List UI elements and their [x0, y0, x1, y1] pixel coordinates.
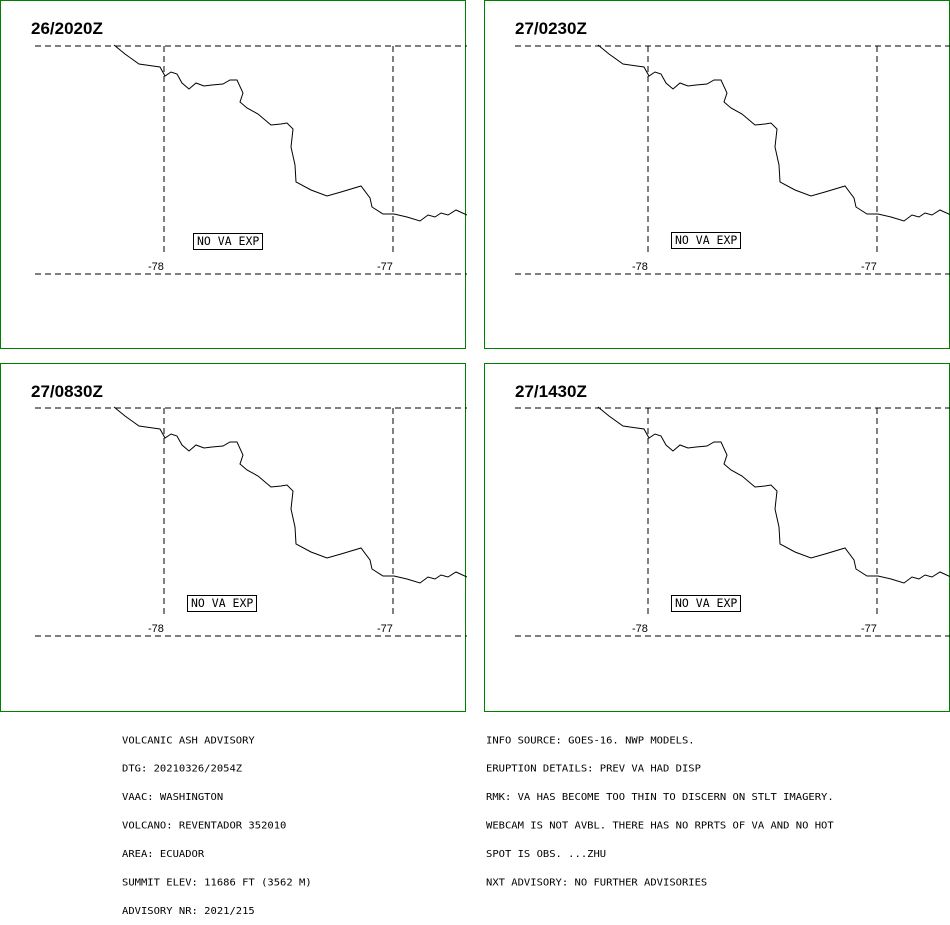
panel-note-1: NO VA EXP: [193, 233, 264, 250]
panel-note-4: NO VA EXP: [671, 595, 742, 612]
lon-label-78: -78: [632, 261, 648, 273]
advisory-line: DTG: 20210326/2054Z: [122, 763, 243, 775]
border-line: [113, 44, 467, 222]
lon-label-78: -78: [632, 623, 648, 635]
advisory-line: NXT ADVISORY: NO FURTHER ADVISORIES: [486, 877, 708, 889]
advisory-line: SPOT IS OBS. ...ZHU: [486, 848, 607, 860]
advisory-line: AREA: ECUADOR: [122, 848, 205, 860]
advisory-line: SUMMIT ELEV: 11686 FT (3562 M): [122, 877, 312, 889]
map-graphic-4: [515, 406, 950, 637]
map-graphic-1: [35, 44, 467, 275]
lon-label-77: -77: [377, 261, 393, 273]
map-panel-4: 27/1430Z NO VA EXP -78 -77: [484, 363, 950, 712]
advisory-details: INFO SOURCE: GOES-16. NWP MODELS. ERUPTI…: [486, 717, 834, 897]
advisory-line: INFO SOURCE: GOES-16. NWP MODELS.: [486, 735, 695, 747]
border-line: [597, 44, 950, 222]
map-panel-3: 27/0830Z NO VA EXP -78 -77: [0, 363, 467, 712]
map-graphic-3: [35, 406, 467, 637]
lon-label-77: -77: [377, 623, 393, 635]
advisory-line: WEBCAM IS NOT AVBL. THERE HAS NO RPRTS O…: [486, 820, 834, 832]
map-panel-1: 26/2020Z NO VA EXP -78 -77: [0, 0, 467, 349]
panel-note-2: NO VA EXP: [671, 232, 742, 249]
panel-time-4: 27/1430Z: [515, 382, 587, 401]
advisory-line: RMK: VA HAS BECOME TOO THIN TO DISCERN O…: [486, 791, 834, 803]
advisory-line: VAAC: WASHINGTON: [122, 791, 224, 803]
advisory-line: VOLCANO: REVENTADOR 352010: [122, 820, 287, 832]
advisory-line: ERUPTION DETAILS: PREV VA HAD DISP: [486, 763, 701, 775]
lon-label-77: -77: [861, 623, 877, 635]
panel-time-2: 27/0230Z: [515, 19, 587, 38]
map-panel-2: 27/0230Z NO VA EXP -78 -77: [484, 0, 950, 349]
panel-time-3: 27/0830Z: [31, 382, 103, 401]
map-graphic-2: [515, 44, 950, 275]
lon-label-78: -78: [148, 261, 164, 273]
lon-label-77: -77: [861, 261, 877, 273]
advisory-line: VOLCANIC ASH ADVISORY: [122, 735, 255, 747]
border-line: [113, 406, 467, 584]
advisory-summary: VOLCANIC ASH ADVISORY DTG: 20210326/2054…: [122, 717, 312, 925]
border-line: [597, 406, 950, 584]
lon-label-78: -78: [148, 623, 164, 635]
panel-time-1: 26/2020Z: [31, 19, 103, 38]
advisory-line: ADVISORY NR: 2021/215: [122, 905, 255, 917]
panel-note-3: NO VA EXP: [187, 595, 258, 612]
